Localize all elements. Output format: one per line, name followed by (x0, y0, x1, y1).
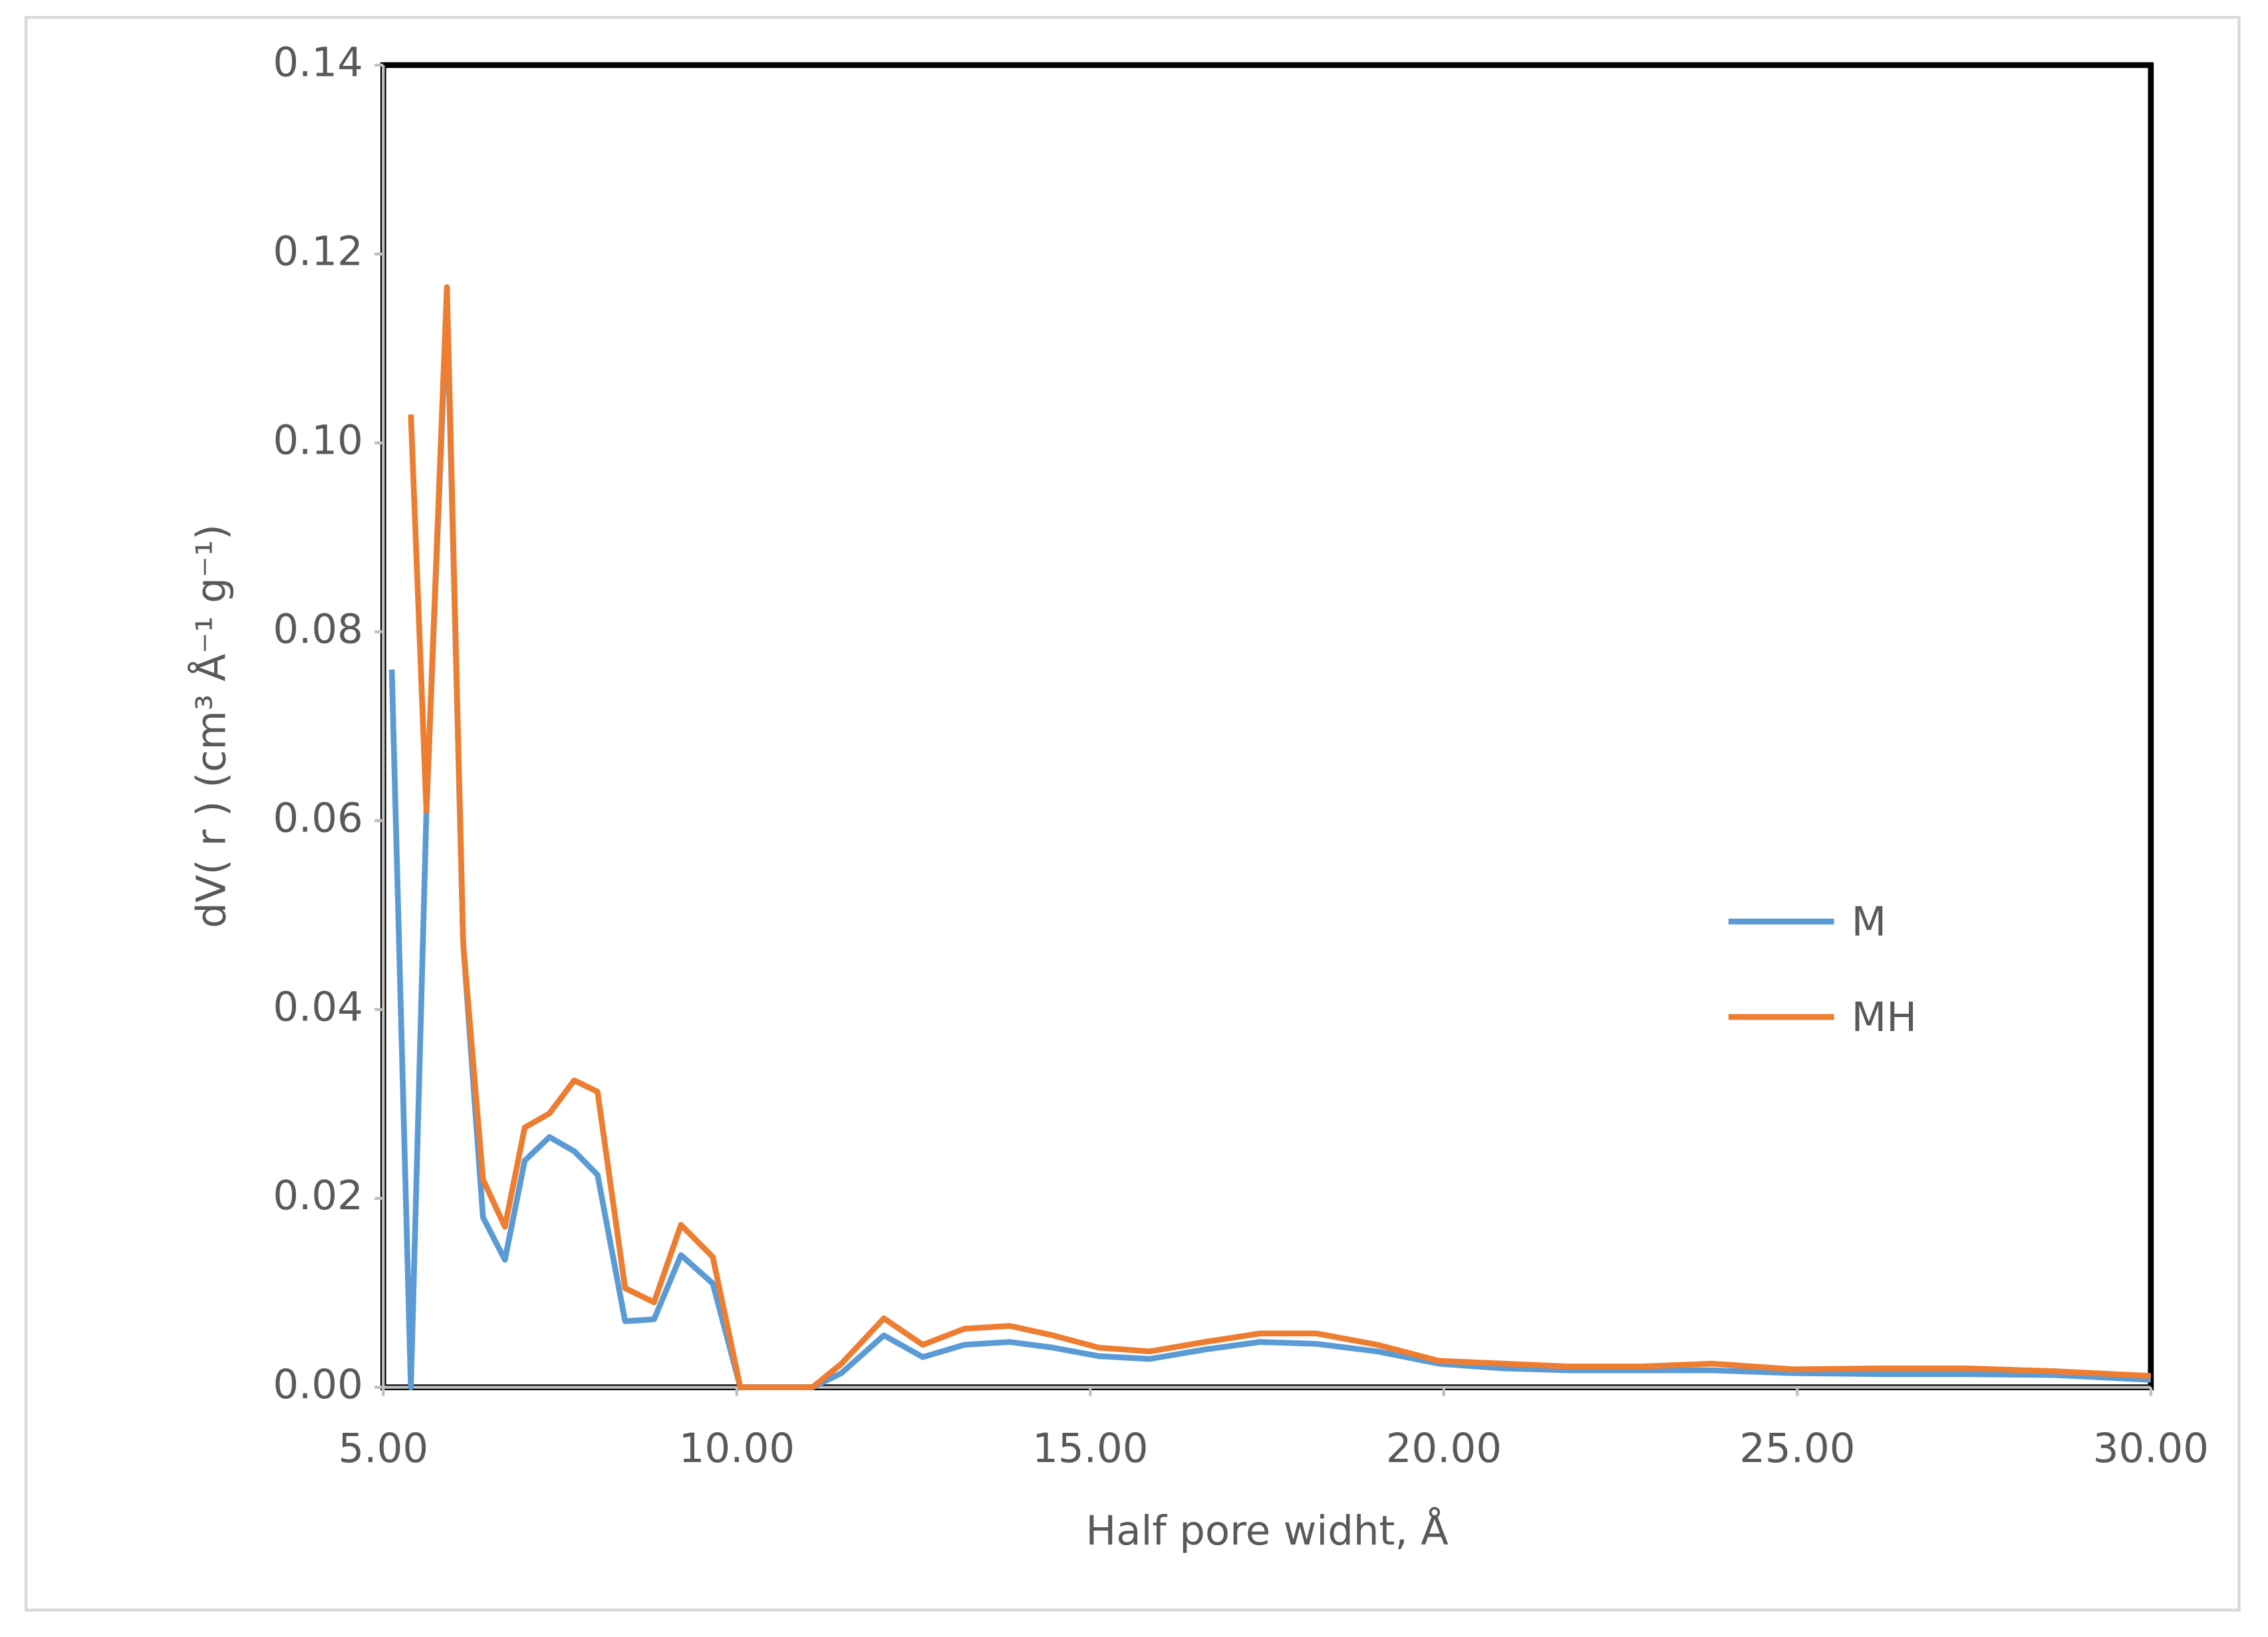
legend-label: M (1852, 898, 1887, 945)
y-tick-label: 0.10 (273, 416, 363, 464)
x-tick-label: 20.00 (1386, 1425, 1502, 1472)
y-tick-label: 0.00 (273, 1361, 363, 1408)
y-tick-label: 0.06 (273, 794, 363, 841)
y-tick-label: 0.08 (273, 605, 363, 653)
x-tick-label: 25.00 (1739, 1425, 1855, 1472)
x-axis-label: Half pore widht, Å (1085, 1507, 1449, 1555)
x-tick-label: 15.00 (1032, 1425, 1148, 1472)
legend-label: MH (1852, 994, 1917, 1041)
y-tick-label: 0.04 (273, 983, 363, 1030)
y-tick-label: 0.02 (273, 1172, 363, 1219)
x-tick-label: 10.00 (679, 1425, 795, 1472)
x-tick-label: 5.00 (339, 1425, 429, 1472)
y-tick-label: 0.12 (273, 227, 363, 275)
y-axis-label: dV( r ) (cm³ Å⁻¹ g⁻¹) (188, 524, 235, 929)
series-line (388, 298, 2152, 1390)
series-line (408, 284, 2152, 1390)
x-tick-label: 30.00 (2093, 1425, 2209, 1472)
y-tick-label: 0.14 (273, 39, 363, 86)
